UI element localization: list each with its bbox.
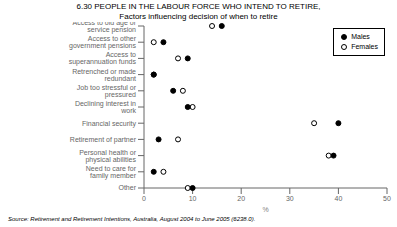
svg-text:Access to old age orservice pe: Access to old age orservice pension: [73, 22, 137, 34]
svg-text:Need to care forfamily member: Need to care forfamily member: [86, 165, 137, 180]
svg-text:Retrenched or maderedundant: Retrenched or maderedundant: [72, 68, 136, 82]
svg-text:Access to othergovernment pens: Access to othergovernment pensions: [69, 35, 137, 50]
html-text:6.30 PEOPLE IN THE LABOUR FORC: 6.30 PEOPLE IN THE LABOUR FORCE WHO INTE…: [76, 2, 321, 11]
svg-text:Financial security: Financial security: [82, 120, 137, 128]
html-text:Males: Males: [351, 33, 370, 40]
svg-text:Personal health orphysical abi: Personal health orphysical abilities: [79, 149, 136, 164]
svg-text:30: 30: [286, 195, 294, 202]
svg-text:Job too stressful orpressured: Job too stressful orpressured: [77, 84, 137, 99]
svg-text:Declining interest inwork: Declining interest inwork: [75, 100, 137, 114]
svg-text:50: 50: [383, 195, 389, 202]
html-text:Females: Females: [351, 43, 378, 50]
html-text:Source: Retirement and Retirem: Source: Retirement and Retirement Intent…: [8, 216, 256, 222]
svg-text:Retirement of partner: Retirement of partner: [70, 136, 137, 144]
svg-text:Access tosuperannuation funds: Access tosuperannuation funds: [69, 51, 137, 66]
svg-text:0: 0: [142, 195, 146, 202]
svg-text:20: 20: [237, 195, 245, 202]
html-text:Factors influencing decision o: Factors influencing decision of when to …: [119, 12, 278, 21]
svg-text:40: 40: [335, 195, 343, 202]
svg-text:%: %: [262, 206, 268, 213]
svg-text:10: 10: [189, 195, 197, 202]
svg-text:Other: Other: [118, 184, 136, 191]
